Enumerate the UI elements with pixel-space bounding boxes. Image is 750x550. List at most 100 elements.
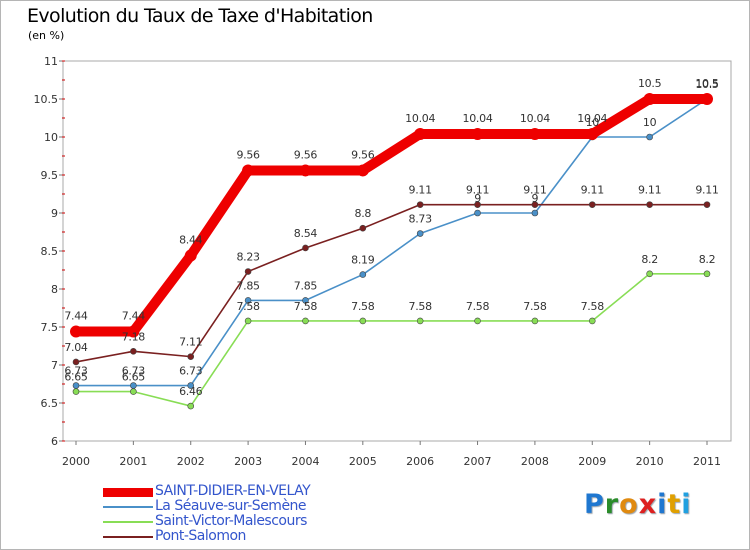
y-tick-label: 8 (51, 283, 58, 296)
data-label: 10 (586, 116, 600, 129)
data-point (299, 164, 312, 177)
data-label: 7.44 (64, 310, 88, 323)
data-point (474, 317, 481, 325)
proxiti-logo: Proxiti (584, 489, 692, 525)
data-label: 7.58 (409, 300, 433, 313)
data-point (359, 317, 367, 325)
data-point (646, 201, 653, 208)
data-point (416, 201, 424, 208)
y-tick-label: 10.5 (34, 93, 59, 106)
data-label: 8.2 (699, 253, 716, 266)
data-label: 7.58 (466, 300, 490, 313)
legend-label: Pont-Salomon (155, 528, 246, 544)
legend-swatch (103, 487, 153, 497)
data-label: 9.11 (466, 184, 489, 197)
data-label: 6.65 (122, 371, 146, 384)
data-point (72, 382, 80, 389)
data-label: 9.11 (523, 184, 546, 197)
data-point (72, 358, 80, 366)
data-point (130, 348, 137, 355)
data-point (643, 93, 656, 105)
x-tick-label: 2008 (521, 455, 549, 468)
data-label: 9 (474, 192, 481, 205)
legend-swatch (103, 521, 153, 523)
data-point (414, 127, 427, 140)
data-point (72, 388, 80, 395)
data-label: 6.65 (64, 371, 88, 384)
data-label: 8.8 (355, 207, 372, 220)
x-tick-label: 2011 (693, 455, 721, 468)
data-point (474, 201, 481, 208)
data-point (359, 271, 367, 278)
data-label: 7.85 (294, 279, 318, 292)
series-line (75, 203, 707, 363)
x-tick-label: 2000 (62, 455, 90, 468)
data-point (244, 268, 252, 275)
series-3 (72, 201, 711, 366)
data-point (646, 133, 653, 141)
x-tick-label: 2004 (291, 455, 319, 468)
data-label: 7.44 (122, 310, 146, 323)
y-tick-label: 9.5 (41, 169, 59, 182)
data-point (531, 201, 539, 208)
data-point (302, 244, 309, 252)
data-label: 9.56 (351, 148, 375, 161)
series-2 (72, 270, 711, 410)
series-line (76, 98, 708, 387)
data-point (701, 93, 713, 105)
logo-letter: x (638, 489, 658, 520)
series-0 (70, 93, 713, 338)
data-label: 8.19 (351, 254, 375, 267)
data-label: 9 (532, 192, 539, 205)
data-label: 10 (643, 116, 657, 129)
data-label: 7.85 (236, 279, 260, 292)
data-point (70, 325, 82, 338)
data-label: 10.04 (520, 112, 550, 125)
data-label: 6.73 (64, 365, 88, 378)
x-tick-label: 2005 (349, 455, 377, 468)
data-point (588, 317, 596, 325)
data-label: 9.11 (695, 184, 718, 197)
y-tick-label: 7 (51, 359, 58, 372)
data-point (588, 201, 596, 208)
data-label: 10.5 (695, 78, 719, 91)
y-tick-label: 11 (44, 55, 58, 68)
data-label: 9.11 (638, 184, 661, 197)
data-label: 7.58 (523, 300, 547, 313)
data-point (474, 209, 481, 217)
data-point (130, 382, 137, 389)
data-point (244, 297, 252, 304)
data-point (703, 201, 711, 208)
legend-label: Saint-Victor-Malescours (155, 513, 307, 529)
data-label: 9.56 (294, 148, 318, 161)
data-label: 10.04 (577, 112, 607, 125)
data-point (356, 164, 369, 177)
data-label: 7.58 (351, 300, 375, 313)
data-label: 8.54 (294, 227, 318, 240)
data-point (359, 224, 367, 232)
data-label: 7.58 (581, 300, 605, 313)
data-label: 8.23 (236, 251, 260, 264)
chart-unit-label: (en %) (28, 29, 65, 42)
y-tick-label: 6 (51, 435, 58, 448)
x-tick-label: 2003 (234, 455, 262, 468)
legend-swatch (103, 536, 153, 538)
data-label: 10.04 (463, 112, 493, 125)
data-label: 7.04 (64, 341, 88, 354)
x-tick-label: 2009 (578, 455, 606, 468)
data-label: 9.56 (236, 148, 260, 161)
y-tick-label: 8.5 (41, 245, 59, 258)
logo-letter: i (681, 489, 692, 520)
data-point (646, 270, 653, 278)
data-label: 9.11 (581, 184, 604, 197)
data-point (130, 388, 137, 395)
legend-label: SAINT-DIDIER-EN-VELAY (155, 483, 311, 499)
y-tick-label: 9 (51, 207, 58, 220)
data-label: 7.58 (236, 300, 260, 313)
y-tick-label: 10 (44, 131, 58, 144)
data-point (244, 317, 252, 325)
x-tick-label: 2002 (177, 455, 205, 468)
logo-letter: o (619, 489, 639, 520)
data-point (531, 317, 539, 325)
x-tick-label: 2010 (636, 455, 664, 468)
